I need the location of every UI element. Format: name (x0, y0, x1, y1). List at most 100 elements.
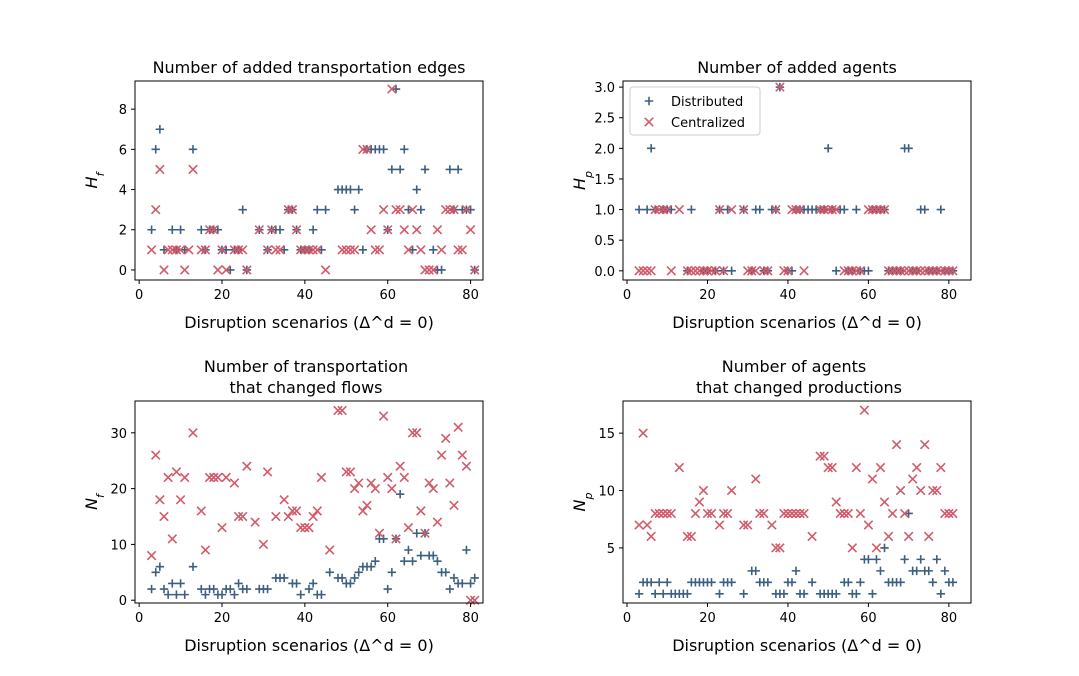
data-point (666, 266, 677, 276)
y-tick-label: 2.0 (594, 142, 615, 157)
data-point (915, 266, 926, 276)
data-point (907, 266, 918, 276)
data-point (399, 472, 410, 483)
data-point (823, 204, 833, 215)
data-point (221, 265, 231, 275)
data-point (387, 568, 397, 577)
data-point (350, 205, 359, 214)
data-point (895, 266, 906, 276)
data-point (420, 165, 430, 174)
x-tick-label: 20 (699, 611, 716, 626)
data-point (300, 522, 310, 533)
data-point (847, 543, 858, 553)
data-point (775, 543, 785, 553)
series-centralized (146, 405, 480, 605)
data-point (875, 462, 886, 473)
data-point (374, 245, 385, 255)
data-point (883, 266, 894, 276)
data-point (944, 508, 954, 519)
data-point (755, 205, 764, 214)
data-point (196, 506, 207, 516)
data-point (896, 578, 905, 587)
legend-label-distributed: Distributed (671, 95, 743, 110)
data-point (201, 590, 210, 599)
data-point (300, 245, 310, 255)
data-point (176, 579, 185, 588)
x-tick-label: 40 (297, 611, 314, 626)
data-point (799, 266, 809, 276)
data-point (887, 266, 898, 276)
data-point (940, 508, 950, 519)
data-point (358, 144, 368, 155)
y-axis-label: Np (570, 493, 595, 512)
data-point (242, 584, 252, 594)
data-point (250, 517, 260, 527)
data-point (916, 555, 925, 564)
data-point (819, 451, 829, 461)
data-point (453, 422, 463, 432)
data-point (936, 589, 946, 599)
data-point (171, 467, 182, 477)
data-point (911, 462, 922, 473)
data-point (151, 145, 160, 154)
data-point (204, 224, 215, 235)
data-point (936, 205, 946, 214)
data-point (200, 545, 211, 555)
data-point (287, 506, 298, 516)
data-point (787, 508, 797, 519)
data-point (932, 266, 942, 276)
data-point (690, 266, 701, 276)
data-point (287, 204, 298, 215)
data-point (932, 555, 942, 564)
data-point (387, 483, 397, 494)
data-point (412, 185, 421, 194)
data-point (159, 584, 169, 594)
data-point (815, 451, 825, 461)
data-point (400, 145, 409, 154)
data-point (662, 204, 673, 215)
data-point (936, 266, 946, 276)
axes-frame (622, 80, 972, 281)
data-point (429, 551, 438, 560)
data-point (662, 508, 673, 519)
data-point (263, 584, 272, 594)
data-point (775, 82, 785, 92)
y-tick-label: 8 (119, 103, 127, 118)
data-point (646, 578, 656, 587)
data-point (188, 562, 198, 571)
data-point (646, 531, 656, 542)
data-point (233, 511, 244, 522)
data-point (839, 508, 850, 519)
data-point (855, 508, 866, 519)
data-point (150, 450, 161, 460)
data-point (655, 578, 664, 587)
data-point (707, 578, 716, 587)
data-point (742, 266, 753, 276)
data-point (408, 556, 417, 566)
data-point (308, 245, 318, 255)
data-point (915, 485, 926, 496)
data-point (292, 579, 301, 588)
data-point (751, 566, 760, 576)
data-point (391, 84, 401, 94)
data-point (291, 506, 302, 516)
data-point (150, 204, 161, 215)
data-point (682, 266, 693, 276)
data-point (221, 245, 231, 255)
data-point (864, 555, 873, 564)
data-point (904, 144, 913, 153)
data-point (771, 204, 781, 215)
x-tick-label: 40 (297, 288, 314, 303)
data-point (200, 245, 211, 255)
data-point (827, 204, 837, 215)
data-point (362, 500, 372, 511)
data-point (403, 522, 414, 533)
data-point (226, 265, 235, 275)
data-point (400, 556, 409, 566)
legend-label-centralized: Centralized (671, 116, 745, 131)
data-point (867, 204, 878, 215)
data-point (658, 204, 668, 215)
data-point (819, 204, 829, 215)
data-point (420, 528, 430, 539)
data-point (341, 245, 352, 255)
